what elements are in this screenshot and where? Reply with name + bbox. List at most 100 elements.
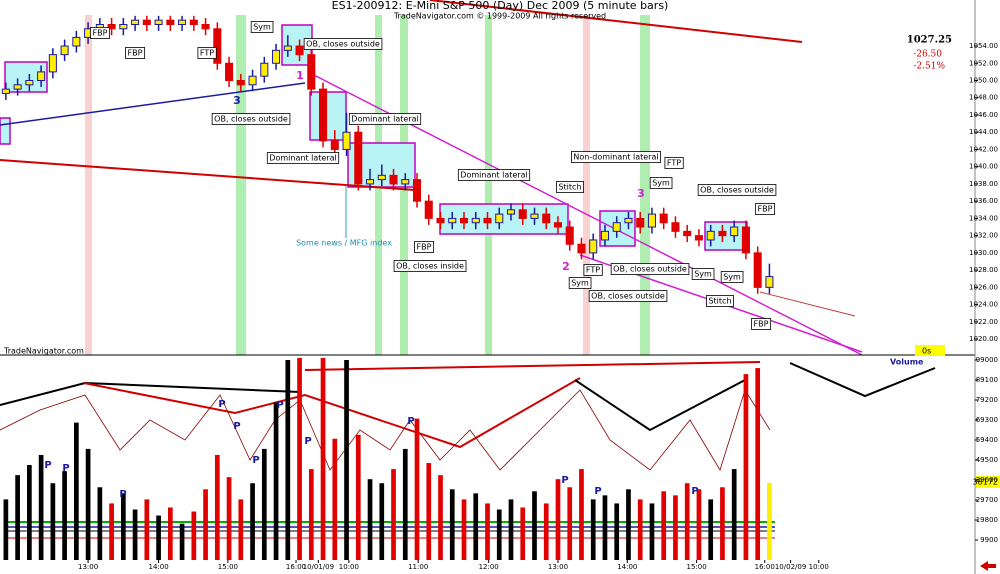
- candle-body: [636, 217, 645, 228]
- annotation: FBP: [751, 318, 772, 330]
- x-tick-label: 16:00: [286, 563, 306, 571]
- last-volume-box: [976, 476, 1000, 488]
- x-tick-label: 13:00: [78, 563, 98, 571]
- volume-title: Volume: [890, 358, 924, 367]
- candle-body: [459, 217, 469, 224]
- oscillator: [0, 389, 771, 471]
- candle-body: [589, 239, 598, 254]
- candle-body: [753, 252, 762, 288]
- annotation-label: FBP: [128, 49, 143, 58]
- annotation-box: [393, 260, 467, 272]
- volume-bar: [308, 469, 314, 560]
- marker-label: P: [594, 486, 601, 497]
- candle-body: [542, 213, 551, 224]
- volume-bar: [555, 479, 561, 560]
- annotation: Sym: [720, 271, 744, 283]
- annotation: Dominant lateral: [348, 113, 422, 125]
- x-tick-label: 11:00: [408, 563, 428, 571]
- candle-body: [671, 222, 680, 232]
- annotation-label: 2: [562, 260, 570, 273]
- annotation-box: [125, 47, 146, 59]
- candle-body: [659, 213, 668, 224]
- annotation-label: FBP: [417, 243, 432, 252]
- candle-body: [201, 23, 210, 30]
- candle-body: [13, 84, 22, 90]
- candle-body: [354, 131, 363, 185]
- annotation-box: [649, 177, 673, 189]
- trend-line: [429, 0, 803, 43]
- volume-bar: [179, 523, 185, 560]
- volume-bar: [3, 499, 9, 560]
- volume-bar: [649, 503, 655, 560]
- candle-body: [377, 174, 386, 181]
- candle-body: [25, 80, 34, 86]
- marker-label: P: [276, 400, 283, 411]
- annotation-label: Non-dominant lateral: [573, 153, 658, 162]
- x-tick-label: 15:00: [687, 563, 707, 571]
- volume-bar: [120, 493, 126, 560]
- candle-body: [330, 140, 339, 150]
- volume-bar: [426, 463, 432, 560]
- volume-bar: [167, 507, 173, 560]
- candle-body: [741, 226, 750, 254]
- scroll-arrow[interactable]: [980, 561, 996, 571]
- candle-body: [718, 230, 727, 237]
- marker-label: P: [691, 486, 698, 497]
- annotation: OB, closes outside: [588, 290, 668, 302]
- annotation-box: [211, 113, 291, 125]
- y-tick-label: 1048.00: [969, 94, 998, 102]
- volume-bar: [50, 483, 56, 560]
- annotation: Stitch: [556, 181, 584, 193]
- volume-bar: [414, 418, 420, 560]
- annotation-label: FBP: [93, 29, 108, 38]
- volume-bar: [767, 482, 772, 560]
- band: [485, 15, 492, 355]
- volume-bar: [62, 471, 67, 560]
- candle-body: [60, 45, 69, 56]
- volume-bar: [755, 368, 761, 560]
- volume-bar: [250, 483, 255, 560]
- candle-body: [577, 243, 586, 254]
- annotation-box: [751, 318, 772, 330]
- annotation-label: OB, closes outside: [306, 40, 380, 49]
- annotation: 2: [562, 260, 570, 273]
- annotation-box: [588, 290, 668, 302]
- annotation: Sym: [691, 268, 715, 280]
- x-tick-label: 14:00: [148, 563, 168, 571]
- annotation: Sym: [649, 177, 673, 189]
- annotation: Dominant lateral: [457, 169, 531, 181]
- band: [85, 15, 92, 355]
- annotation-box: [697, 184, 777, 196]
- candle-body: [272, 49, 281, 64]
- candle-body: [436, 217, 445, 224]
- last-price: 1027.25: [907, 35, 952, 46]
- volume-bar: [743, 374, 749, 560]
- annotation-box: [610, 263, 690, 275]
- volume-bar: [402, 448, 408, 560]
- candle-body: [448, 217, 457, 224]
- volume-bar: [74, 422, 79, 560]
- volume-bar: [391, 469, 396, 560]
- y-tick-label: 1034.00: [969, 214, 998, 222]
- annotation-label: FBP: [754, 320, 769, 329]
- annotation-box: [706, 295, 734, 307]
- candle-body: [119, 23, 128, 30]
- volume-bar: [332, 438, 338, 560]
- volume-bar: [355, 434, 361, 560]
- y-tick-label: 1036.00: [969, 197, 998, 205]
- indicator-line: [789, 362, 936, 398]
- volume-bar: [38, 454, 44, 560]
- volume-bar: [261, 448, 267, 560]
- annotation: FTP: [197, 47, 217, 59]
- volume-bar: [15, 475, 20, 560]
- annotation-label: Stitch: [708, 297, 731, 306]
- marker-label: P: [62, 463, 69, 474]
- y-tick-label: 1044.00: [969, 128, 998, 136]
- marker-label: P: [44, 460, 51, 471]
- y-tick-label: 1030.00: [969, 249, 998, 257]
- annotation: Non-dominant lateral: [571, 151, 661, 163]
- volume-bar: [461, 499, 467, 560]
- candle-body: [248, 75, 257, 86]
- x-tick-label: 16:00: [755, 563, 775, 571]
